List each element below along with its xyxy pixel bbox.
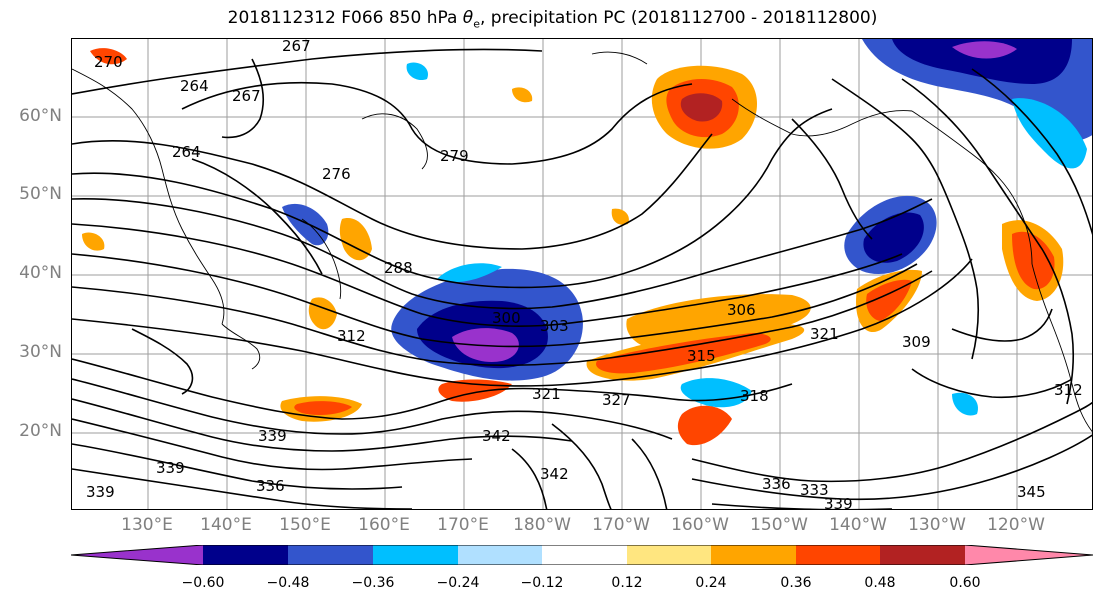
contour-label: 339	[824, 495, 853, 510]
contour-label: 318	[740, 387, 769, 405]
contour-label: 321	[810, 325, 839, 343]
lon-label-160w: 160°W	[671, 515, 729, 535]
colorbar-segment	[796, 545, 880, 565]
contour-label: 288	[384, 259, 413, 277]
contour-label: 276	[322, 165, 351, 183]
contour-label: 279	[440, 147, 469, 165]
theta-e-contours	[72, 48, 1092, 509]
colorbar-tick: 0.36	[780, 575, 812, 591]
contour-label: 300	[492, 309, 521, 327]
colorbar-segment	[711, 545, 796, 565]
contour-label: 336	[256, 477, 285, 495]
negative-anomaly-fills	[282, 39, 1092, 416]
colorbar-segment	[71, 545, 203, 565]
lon-label-160e: 160°E	[358, 515, 410, 535]
contour-label: 342	[540, 465, 569, 483]
colorbar-tick: 0.48	[864, 575, 896, 591]
contour-label: 312	[1054, 381, 1083, 399]
colorbar-tick: −0.60	[181, 575, 225, 591]
colorbar-segment	[203, 545, 288, 565]
colorbar-tick: −0.24	[436, 575, 480, 591]
contour-label: 339	[86, 483, 115, 501]
contour-label: 264	[180, 77, 209, 95]
lon-label-150w: 150°W	[750, 515, 808, 535]
colorbar-segment	[542, 545, 627, 565]
lat-label-30n: 30°N	[19, 342, 62, 362]
coastlines	[72, 51, 1092, 433]
contour-label: 333	[800, 481, 829, 499]
contour-label: 315	[687, 347, 716, 365]
contour-label: 270	[94, 53, 123, 71]
contour-label: 345	[1017, 483, 1046, 501]
colorbar-tick: −0.48	[266, 575, 310, 591]
colorbar-segment	[627, 545, 711, 565]
contour-label: 309	[902, 333, 931, 351]
lon-label-140e: 140°E	[200, 515, 252, 535]
lat-label-20n: 20°N	[19, 421, 62, 441]
contour-label: 339	[156, 459, 185, 477]
lon-label-170e: 170°E	[437, 515, 489, 535]
contour-label: 303	[540, 317, 569, 335]
contour-label: 342	[482, 427, 511, 445]
contour-label: 327	[602, 391, 631, 409]
contour-label: 312	[337, 327, 366, 345]
lat-label-50n: 50°N	[19, 184, 62, 204]
lon-label-120w: 120°W	[987, 515, 1045, 535]
colorbar-tick: −0.36	[351, 575, 395, 591]
colorbar-tick: 0.24	[695, 575, 727, 591]
colorbar-segment	[288, 545, 373, 565]
colorbar-segment	[880, 545, 965, 565]
map-title: 2018112312 F066 850 hPa θe, precipitatio…	[227, 8, 878, 31]
lon-label-130w: 130°W	[908, 515, 966, 535]
map-panel: 267 270 264 267 264 276 279 288 300 303 …	[71, 38, 1093, 510]
contour-label: 321	[532, 385, 561, 403]
contour-label: 264	[172, 143, 201, 161]
map-canvas: 267 270 264 267 264 276 279 288 300 303 …	[72, 39, 1092, 510]
colorbar-segment	[458, 545, 542, 565]
lon-label-180w: 180°W	[513, 515, 571, 535]
lat-label-40n: 40°N	[19, 263, 62, 283]
colorbar	[71, 545, 1093, 565]
colorbar-tick: −0.12	[520, 575, 564, 591]
contour-label: 339	[258, 427, 287, 445]
contour-label: 267	[232, 87, 261, 105]
lat-label-60n: 60°N	[19, 106, 62, 126]
contour-label: 267	[282, 39, 311, 55]
colorbar-segment	[373, 545, 458, 565]
lon-label-170w: 170°W	[592, 515, 650, 535]
colorbar-tick: 0.12	[611, 575, 643, 591]
lon-label-130e: 130°E	[121, 515, 173, 535]
colorbar-tick: 0.60	[949, 575, 981, 591]
contour-label: 306	[727, 301, 756, 319]
lon-label-150e: 150°E	[279, 515, 331, 535]
contour-label: 336	[762, 475, 791, 493]
lon-label-140w: 140°W	[829, 515, 887, 535]
colorbar-segment	[965, 545, 1093, 565]
